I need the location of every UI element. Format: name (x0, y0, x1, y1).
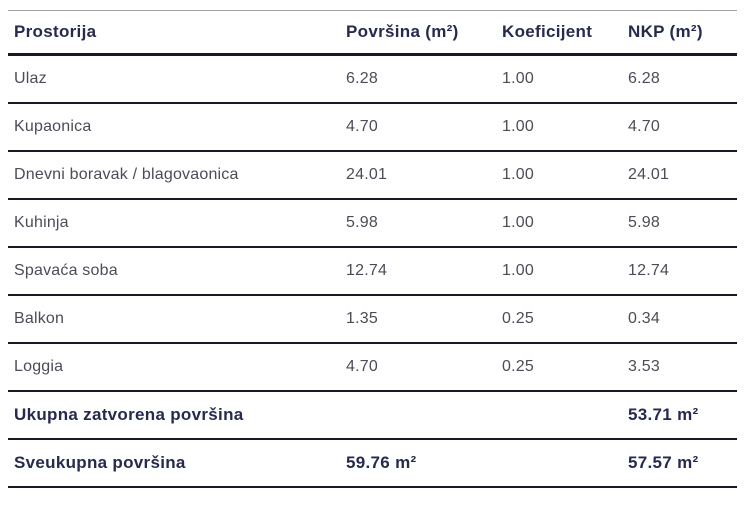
nkp-cell: 24.01 (628, 150, 737, 200)
room-cell: Balkon (8, 294, 346, 344)
area-cell: 1.35 (346, 294, 502, 344)
nkp-cell: 4.70 (628, 102, 737, 152)
header-row: Prostorija Površina (m²) Koeficijent NKP… (8, 10, 737, 56)
nkp-cell: 0.34 (628, 294, 737, 344)
summary-label-cell: Ukupna zatvorena površina (8, 390, 346, 440)
table-row: Balkon 1.35 0.25 0.34 (8, 294, 737, 344)
nkp-cell: 12.74 (628, 246, 737, 296)
column-header-room: Prostorija (8, 10, 346, 56)
nkp-cell: 5.98 (628, 198, 737, 248)
table-row: Dnevni boravak / blagovaonica 24.01 1.00… (8, 150, 737, 200)
nkp-cell: 57.57 m² (628, 438, 737, 488)
column-header-nkp: NKP (m²) (628, 10, 737, 56)
summary-label-cell: Sveukupna površina (8, 438, 346, 488)
table-row: Loggia 4.70 0.25 3.53 (8, 342, 737, 392)
coefficient-cell: 1.00 (502, 150, 628, 200)
table-row: Kuhinja 5.98 1.00 5.98 (8, 198, 737, 248)
column-header-coefficient: Koeficijent (502, 10, 628, 56)
room-area-table: Prostorija Površina (m²) Koeficijent NKP… (8, 10, 737, 488)
coefficient-cell (502, 438, 628, 488)
column-header-area: Površina (m²) (346, 10, 502, 56)
coefficient-cell: 0.25 (502, 294, 628, 344)
table-row: Spavaća soba 12.74 1.00 12.74 (8, 246, 737, 296)
area-cell: 12.74 (346, 246, 502, 296)
area-cell: 59.76 m² (346, 438, 502, 488)
room-cell: Kupaonica (8, 102, 346, 152)
room-cell: Dnevni boravak / blagovaonica (8, 150, 346, 200)
nkp-cell: 3.53 (628, 342, 737, 392)
coefficient-cell: 1.00 (502, 198, 628, 248)
coefficient-cell: 1.00 (502, 54, 628, 104)
area-cell: 24.01 (346, 150, 502, 200)
summary-row-closed-area: Ukupna zatvorena površina 53.71 m² (8, 390, 737, 440)
area-cell: 6.28 (346, 54, 502, 104)
area-cell: 4.70 (346, 102, 502, 152)
table-header: Prostorija Površina (m²) Koeficijent NKP… (8, 10, 737, 56)
area-cell (346, 390, 502, 440)
table-row: Ulaz 6.28 1.00 6.28 (8, 54, 737, 104)
room-cell: Loggia (8, 342, 346, 392)
coefficient-cell (502, 390, 628, 440)
room-cell: Ulaz (8, 54, 346, 104)
nkp-cell: 6.28 (628, 54, 737, 104)
summary-row-total-area: Sveukupna površina 59.76 m² 57.57 m² (8, 438, 737, 488)
table-body: Ulaz 6.28 1.00 6.28 Kupaonica 4.70 1.00 … (8, 54, 737, 488)
coefficient-cell: 1.00 (502, 102, 628, 152)
nkp-cell: 53.71 m² (628, 390, 737, 440)
coefficient-cell: 1.00 (502, 246, 628, 296)
table-row: Kupaonica 4.70 1.00 4.70 (8, 102, 737, 152)
room-cell: Kuhinja (8, 198, 346, 248)
area-cell: 4.70 (346, 342, 502, 392)
room-cell: Spavaća soba (8, 246, 346, 296)
coefficient-cell: 0.25 (502, 342, 628, 392)
area-cell: 5.98 (346, 198, 502, 248)
